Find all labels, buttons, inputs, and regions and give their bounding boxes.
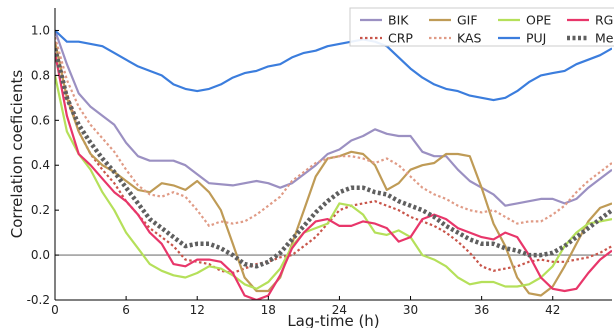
legend-label-ope: OPE (526, 13, 551, 28)
x-tick-label: 24 (332, 303, 347, 317)
legend-label-rgl: RGL (595, 13, 614, 28)
y-tick-label: 0.2 (31, 203, 50, 217)
series-line-rgl (55, 52, 612, 300)
series-line-ope (55, 75, 612, 290)
y-tick-label: 1.0 (31, 23, 50, 37)
y-tick-label: 0.4 (31, 158, 50, 172)
y-tick-label: -0.2 (27, 293, 50, 307)
x-tick-label: 36 (474, 303, 489, 317)
legend-label-puj: PUJ (526, 31, 546, 46)
series-line-crp (55, 41, 612, 275)
axes: 0 6 12 18 24 30 36 42 -0.2 0.0 0.2 0.4 0.6 0.8 1.0 Lag-… (8, 8, 612, 328)
x-tick-label: 42 (545, 303, 560, 317)
legend-label-mean: Mean (595, 31, 614, 46)
series-line-bik (55, 30, 612, 207)
series-line-mean (55, 47, 612, 269)
legend-label-kas: KAS (457, 31, 482, 46)
y-tick-label: 0.8 (31, 68, 50, 82)
x-tick-label: 18 (261, 303, 276, 317)
x-tick-label: 6 (122, 303, 130, 317)
x-axis-label: Lag-time (h) (287, 312, 379, 328)
legend-label-crp: CRP (388, 31, 413, 46)
legend: BIK CRP GIF KAS OPE PUJ RGL Mean (349, 7, 614, 47)
y-axis-label: Correlation coeficients (8, 70, 26, 239)
series-line-puj (55, 29, 612, 102)
x-tick-label: 30 (403, 303, 418, 317)
legend-label-gif: GIF (457, 13, 478, 28)
legend-label-bik: BIK (388, 13, 409, 28)
y-tick-label: 0.0 (31, 248, 50, 262)
y-tick-label: 0.6 (31, 113, 50, 127)
series-line-gif (55, 41, 612, 297)
series-lines (55, 29, 612, 300)
series-line-kas (55, 36, 612, 227)
x-tick-label: 12 (190, 303, 205, 317)
x-tick-label: 0 (51, 303, 59, 317)
